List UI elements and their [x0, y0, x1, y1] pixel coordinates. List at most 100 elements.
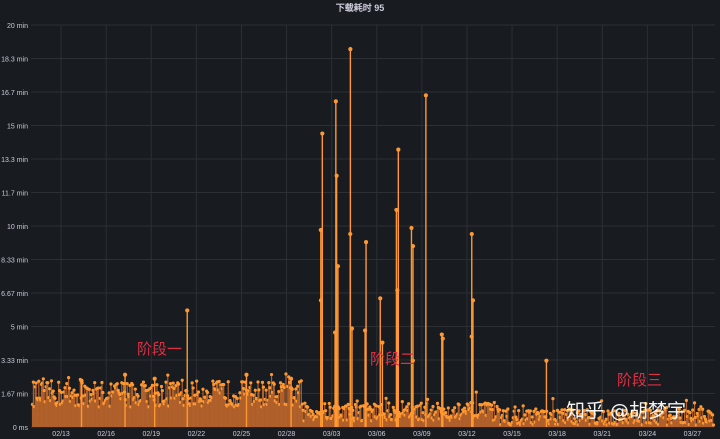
baseline-bar [660, 415, 662, 427]
baseline-bar [137, 396, 139, 427]
baseline-bar [507, 408, 509, 427]
baseline-bar [123, 383, 125, 427]
baseline-bar [386, 419, 388, 427]
baseline-bar [284, 404, 286, 427]
baseline-point [606, 409, 610, 413]
baseline-bar [343, 420, 345, 427]
baseline-bar [162, 401, 164, 427]
baseline-bar [175, 385, 177, 427]
baseline-bar [696, 413, 698, 427]
baseline-bar [460, 415, 462, 427]
baseline-bar [517, 423, 519, 427]
baseline-bar [488, 404, 490, 427]
peak-point [396, 147, 401, 152]
baseline-point [181, 397, 185, 401]
annotation-phase-3: 阶段三 [617, 371, 663, 389]
baseline-bar [362, 420, 364, 427]
baseline-point [296, 384, 300, 388]
baseline-point [96, 386, 100, 390]
baseline-bar [251, 394, 253, 427]
baseline-bar [206, 392, 209, 427]
baseline-bar [128, 396, 130, 427]
peak-point [544, 358, 549, 363]
baseline-point [278, 381, 283, 385]
annotation-phase-2: 阶段二 [370, 350, 416, 368]
baseline-bar [454, 417, 457, 427]
baseline-point [131, 383, 135, 387]
baseline-bar [75, 405, 77, 427]
baseline-bar [608, 414, 610, 427]
baseline-point [160, 388, 164, 393]
baseline-bar [168, 405, 170, 427]
baseline-bar [467, 404, 469, 427]
baseline-bar [103, 403, 105, 427]
baseline-bar [426, 403, 428, 427]
baseline-bar [662, 413, 664, 427]
baseline-bar [90, 394, 92, 427]
baseline-bar [68, 388, 71, 427]
baseline-point [171, 381, 175, 385]
baseline-bar [84, 386, 86, 427]
baseline-bar [211, 397, 213, 427]
baseline-bar [189, 405, 191, 427]
baseline-bar [159, 405, 161, 427]
baseline-point [281, 382, 285, 387]
baseline-bar [626, 421, 628, 427]
baseline-bar [435, 411, 438, 427]
baseline-bar [470, 402, 472, 427]
baseline-bar [518, 410, 520, 427]
baseline-point [498, 408, 502, 412]
baseline-bar [73, 390, 75, 427]
baseline-bar [196, 381, 198, 427]
panel-title[interactable]: 下载耗时 95 [335, 3, 385, 13]
baseline-bar [308, 414, 311, 427]
baseline-bar [56, 405, 58, 427]
baseline-bar [435, 412, 437, 427]
baseline-bar [121, 382, 123, 427]
baseline-bar [266, 404, 268, 427]
baseline-point [306, 405, 310, 409]
baseline-bar [281, 390, 283, 427]
baseline-bar [604, 421, 606, 427]
baseline-bar [161, 390, 163, 427]
baseline-point [577, 409, 581, 413]
baseline-bar [656, 422, 658, 427]
baseline-bar [177, 382, 179, 427]
peak-point [152, 376, 157, 381]
baseline-bar [251, 404, 254, 427]
baseline-bar [85, 395, 87, 427]
baseline-bar [629, 416, 632, 427]
baseline-bar [179, 402, 182, 427]
baseline-point [101, 390, 105, 395]
baseline-bar [99, 398, 101, 427]
baseline-bar [119, 394, 121, 427]
baseline-bar [78, 405, 81, 427]
baseline-bar [640, 411, 642, 427]
baseline-bar [182, 398, 184, 427]
peak-point [79, 378, 84, 383]
baseline-bar [323, 412, 325, 427]
baseline-bar [109, 406, 111, 427]
baseline-point [180, 378, 184, 382]
baseline-bar [677, 412, 679, 427]
baseline-bar [166, 398, 168, 427]
baseline-bar [535, 408, 537, 427]
baseline-bar [310, 416, 312, 427]
baseline-point [391, 405, 395, 409]
baseline-bar [118, 392, 120, 427]
baseline-bar [106, 398, 108, 427]
baseline-bar [261, 406, 263, 427]
baseline-bar [522, 405, 524, 427]
baseline-bar [282, 384, 284, 427]
baseline-bar [697, 415, 699, 427]
baseline-bar [469, 407, 471, 427]
baseline-bar [703, 416, 706, 427]
baseline-bar [225, 404, 228, 427]
baseline-bar [463, 411, 465, 427]
baseline-bar [477, 417, 479, 427]
baseline-point [238, 391, 242, 395]
baseline-bar [682, 422, 684, 427]
baseline-bar [539, 416, 541, 427]
baseline-bar [315, 416, 317, 427]
baseline-bar [184, 395, 186, 427]
